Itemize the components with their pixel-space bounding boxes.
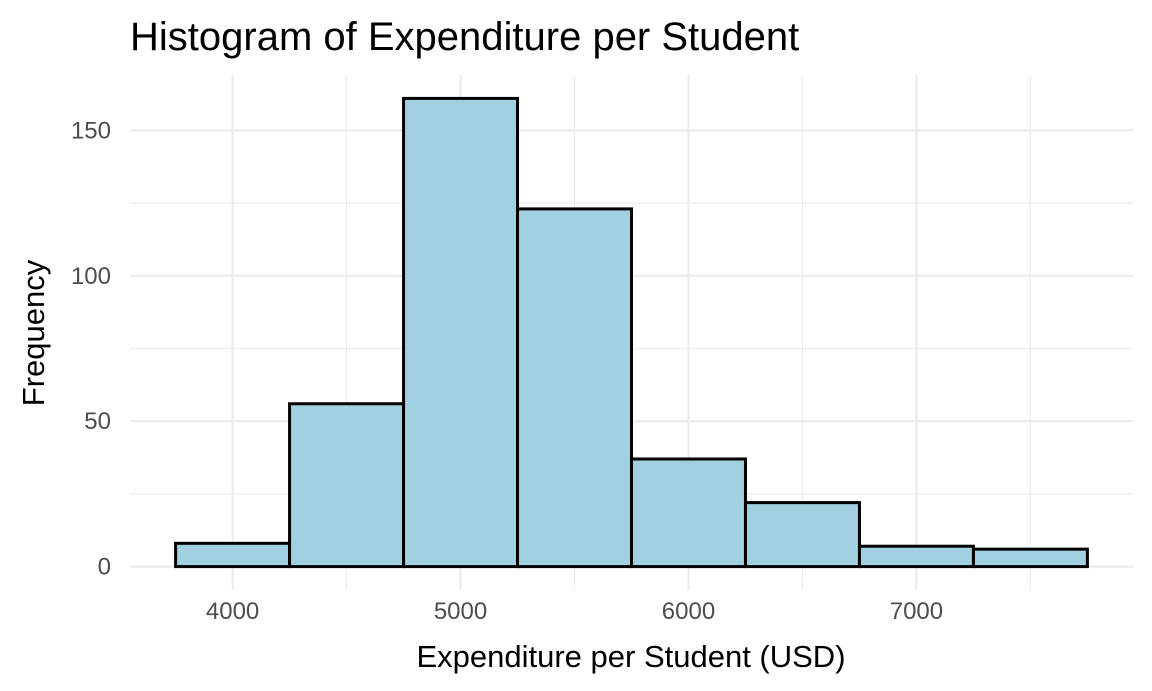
y-axis-title: Frequency (16, 259, 51, 406)
histogram-bar (402, 96, 520, 569)
histogram-bar (288, 402, 406, 569)
x-tick-label: 5000 (434, 598, 487, 625)
histogram-bar (743, 501, 861, 569)
y-tick-label: 150 (71, 117, 111, 144)
x-tick-label: 4000 (206, 598, 259, 625)
histogram-bar (174, 541, 292, 569)
histogram-bar (857, 544, 975, 569)
histogram-bar (971, 547, 1089, 569)
histogram-bar (516, 207, 633, 569)
y-tick-label: 100 (71, 263, 111, 290)
chart-title: Histogram of Expenditure per Student (130, 15, 799, 59)
x-tick-label: 7000 (890, 598, 943, 625)
y-axis-tick-labels: 0 50 100 150 (71, 117, 111, 580)
x-tick-label: 6000 (662, 598, 715, 625)
x-axis-tick-labels: 4000 5000 6000 7000 (206, 598, 943, 625)
y-tick-label: 50 (84, 408, 111, 435)
y-tick-label: 0 (98, 554, 111, 581)
x-axis-title: Expenditure per Student (USD) (416, 639, 845, 674)
histogram-bar (630, 457, 747, 569)
histogram-bars (174, 96, 1089, 569)
